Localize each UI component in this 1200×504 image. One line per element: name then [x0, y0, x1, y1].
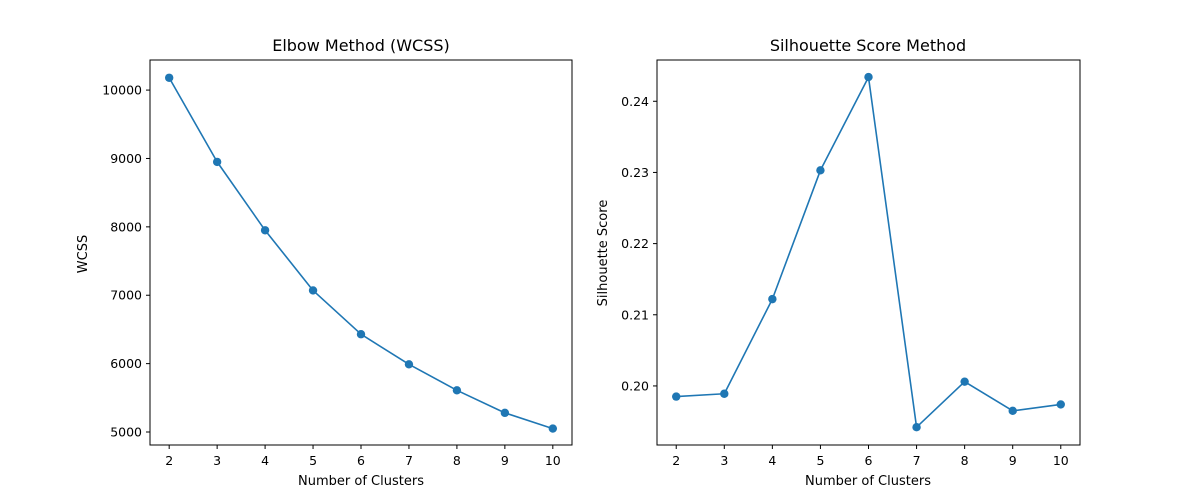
elbow-data-point	[356, 330, 366, 339]
silhouette-data-point	[960, 377, 969, 386]
silhouette-data-point	[768, 294, 777, 304]
elbow-x-tick-label: 4	[261, 453, 269, 468]
elbow-chart: Elbow Method (WCSS) Number of Clusters W…	[76, 36, 573, 489]
silhouette-y-tick-label: 0.20	[621, 378, 649, 393]
elbow-x-tick-label: 7	[405, 453, 413, 468]
elbow-data-point	[212, 157, 222, 167]
elbow-data-point	[260, 226, 270, 235]
elbow-series-line	[168, 77, 554, 430]
elbow-y-tick-label: 8000	[110, 219, 142, 234]
silhouette-data-point	[672, 392, 681, 401]
elbow-y-tick-label: 6000	[110, 356, 142, 371]
elbow-data-point	[164, 73, 174, 82]
silhouette-marks	[672, 72, 1065, 432]
silhouette-x-tick-label: 2	[672, 453, 680, 468]
elbow-data-point	[500, 408, 510, 418]
silhouette-data-point	[912, 423, 921, 432]
silhouette-x-tick-label: 4	[768, 453, 776, 468]
silhouette-x-tick-label: 9	[1009, 453, 1017, 468]
silhouette-y-tick-label: 0.23	[621, 165, 649, 180]
elbow-ticks: 2 3 4 5 6 7 8 9 10 5000 6000 7000 8000 9000 10000	[102, 83, 561, 468]
elbow-y-tick-label: 7000	[110, 288, 142, 303]
silhouette-y-axis-label: Silhouette Score	[596, 200, 611, 307]
silhouette-x-tick-label: 10	[1053, 453, 1069, 468]
elbow-x-tick-label: 6	[357, 453, 365, 468]
elbow-x-tick-label: 5	[309, 453, 317, 468]
silhouette-data-point	[720, 389, 729, 398]
silhouette-y-tick-label: 0.24	[621, 94, 649, 109]
silhouette-y-tick-label: 0.21	[621, 307, 649, 322]
elbow-x-tick-label: 8	[453, 453, 461, 468]
silhouette-y-tick-label: 0.22	[621, 236, 649, 251]
elbow-x-tick-label: 3	[213, 453, 221, 468]
elbow-plot-frame	[149, 59, 573, 446]
elbow-data-point	[404, 360, 414, 369]
silhouette-data-point	[1056, 400, 1065, 409]
elbow-data-point	[308, 286, 318, 295]
silhouette-data-point	[1008, 406, 1017, 416]
elbow-x-axis-label: Number of Clusters	[298, 474, 424, 489]
elbow-x-tick-label: 2	[165, 453, 173, 468]
elbow-chart-title: Elbow Method (WCSS)	[272, 36, 450, 55]
silhouette-plot-frame	[656, 59, 1081, 446]
elbow-y-tick-label: 10000	[102, 83, 142, 98]
silhouette-chart: Silhouette Score Method Number of Cluste…	[596, 36, 1081, 489]
silhouette-x-tick-label: 6	[865, 453, 873, 468]
silhouette-data-point	[864, 72, 873, 82]
silhouette-ticks: 2 3 4 5 6 7 8 9 10 0.20 0.21 0.22 0.23 0.24	[621, 94, 1069, 468]
silhouette-x-tick-label: 7	[913, 453, 921, 468]
elbow-y-tick-label: 5000	[110, 425, 142, 440]
silhouette-x-tick-label: 5	[816, 453, 824, 468]
elbow-y-tick-label: 9000	[110, 151, 142, 166]
elbow-marks	[164, 73, 558, 433]
elbow-data-point	[452, 386, 462, 395]
silhouette-x-axis-label: Number of Clusters	[805, 474, 931, 489]
elbow-x-tick-label: 9	[501, 453, 509, 468]
silhouette-data-point	[816, 166, 825, 175]
elbow-y-axis-label: WCSS	[76, 235, 91, 273]
silhouette-x-tick-label: 3	[720, 453, 728, 468]
elbow-x-tick-label: 10	[545, 453, 561, 468]
silhouette-chart-title: Silhouette Score Method	[770, 36, 966, 55]
silhouette-series-line	[676, 76, 1061, 429]
elbow-data-point	[548, 424, 558, 433]
silhouette-x-tick-label: 8	[961, 453, 969, 468]
